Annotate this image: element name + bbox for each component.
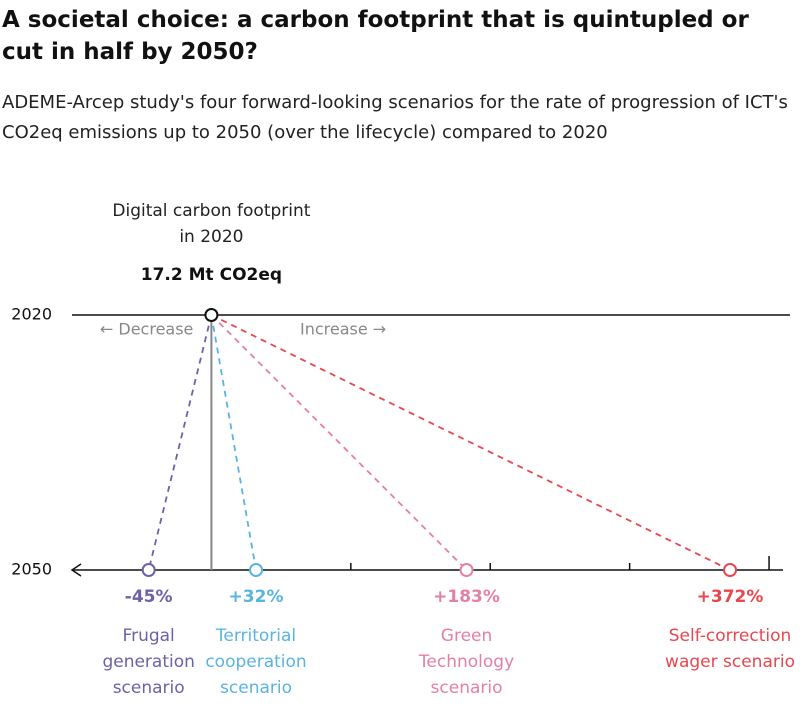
scenario-name: Territorial cooperation scenario	[205, 626, 307, 698]
row-label: 2050	[11, 560, 52, 579]
scenario-line	[147, 314, 213, 571]
direction-label: Increase →	[300, 320, 386, 339]
scenario-name: Frugal generation scenario	[102, 626, 195, 698]
scenario-line	[210, 314, 257, 571]
origin-value: 17.2 Mt CO2eq	[140, 265, 283, 285]
scenario-name: Self-correction wager scenario	[665, 626, 795, 672]
scenario-point	[141, 563, 156, 577]
scenario-line	[211, 314, 731, 571]
scenario-name: Green Technology scenario	[418, 626, 515, 698]
origin-point	[204, 308, 219, 322]
origin-label: Digital carbon footprint in 2020	[112, 201, 311, 247]
value-label: +32%	[228, 587, 284, 607]
value-label: -45%	[124, 587, 173, 607]
direction-label: ← Decrease	[100, 320, 194, 339]
value-label: +372%	[696, 587, 764, 607]
chart-subtitle: ADEME-Arcep study's four forward-looking…	[2, 92, 788, 143]
scenario-point	[723, 563, 738, 577]
value-label: +183%	[433, 587, 500, 607]
chart-title: A societal choice: a carbon footprint th…	[2, 7, 749, 65]
row-label: 2020	[11, 305, 52, 324]
scenario-point	[459, 563, 474, 577]
scenario-point	[249, 563, 264, 577]
scenario-line	[210, 314, 468, 571]
x-axis-arrow	[70, 563, 82, 577]
